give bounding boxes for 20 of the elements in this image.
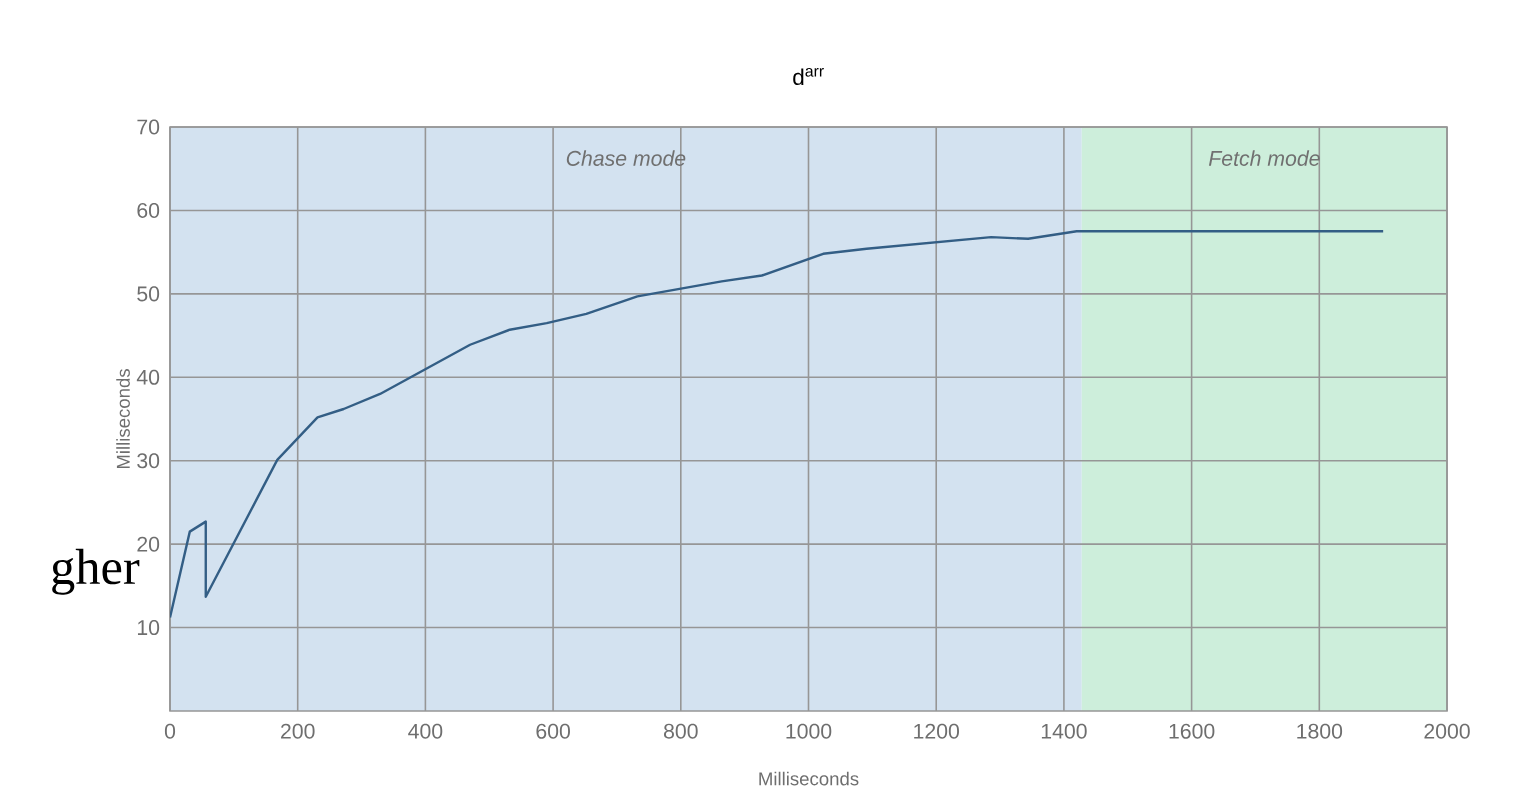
x-tick-label: 0 — [164, 723, 176, 739]
x-tick-label: 800 — [663, 723, 698, 739]
x-tick-label: 1800 — [1297, 723, 1343, 739]
x-tick-label: 1000 — [786, 723, 832, 739]
x-tick-label: 1400 — [1041, 723, 1087, 739]
y-tick-label: 30 — [137, 453, 160, 469]
x-tick-label: 400 — [408, 723, 443, 739]
y-tick-label: 10 — [137, 620, 160, 636]
x-tick-label: 200 — [281, 723, 315, 739]
y-tick-label: 50 — [137, 286, 160, 302]
y-axis-title: Milliseconds — [116, 369, 130, 469]
chart-title: d$^{arr}$ — [793, 68, 824, 86]
y-tick-label: 40 — [136, 369, 160, 385]
x-tick-label: 1600 — [1169, 723, 1215, 739]
x-tick-label: 2000 — [1424, 723, 1470, 739]
y-tick-label: 70 — [137, 119, 160, 135]
x-tick-label: 1200 — [914, 723, 959, 739]
x-tick-label: 600 — [536, 723, 570, 739]
y-tick-label: 60 — [137, 202, 160, 218]
x-axis-title: Milliseconds — [759, 771, 859, 786]
